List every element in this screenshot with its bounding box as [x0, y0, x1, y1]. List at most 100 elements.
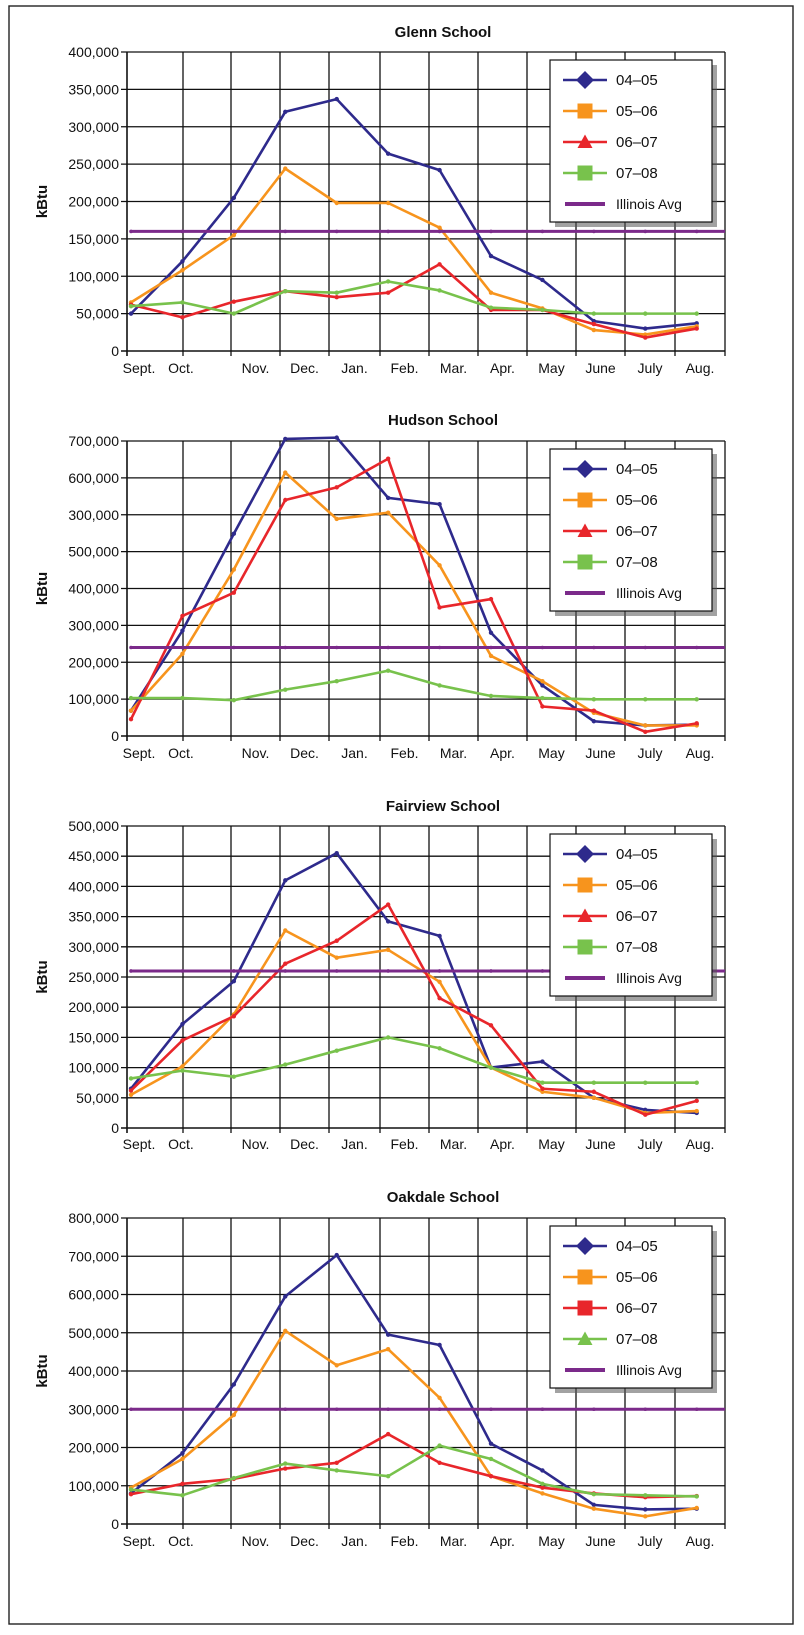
data-point	[231, 1074, 237, 1079]
legend-label: Illinois Avg	[616, 585, 682, 601]
data-point	[128, 695, 134, 701]
data-point	[488, 630, 494, 635]
series-3	[128, 456, 699, 734]
x-tick-label: May	[538, 745, 564, 761]
data-point	[180, 259, 185, 264]
data-point	[540, 969, 545, 973]
data-point	[488, 653, 494, 659]
data-point	[643, 335, 648, 340]
data-point	[180, 695, 185, 701]
data-point	[643, 1507, 648, 1512]
y-tick-label: 200,000	[68, 1440, 119, 1456]
legend-label: 05–06	[616, 1269, 658, 1286]
data-point	[128, 303, 134, 309]
x-tick-label: Nov.	[242, 360, 270, 376]
series-3	[128, 262, 699, 340]
data-point	[334, 1407, 339, 1412]
data-point	[283, 436, 288, 442]
data-point	[283, 109, 288, 115]
x-tick-label: May	[538, 1533, 564, 1549]
legend-marker	[576, 71, 594, 89]
data-point	[437, 683, 442, 688]
data-point	[643, 697, 648, 702]
x-tick-label: May	[538, 1136, 564, 1152]
data-point	[128, 708, 134, 713]
data-point	[385, 919, 391, 924]
data-point	[694, 311, 699, 316]
x-tick-label: July	[638, 1533, 663, 1549]
data-point	[591, 1502, 597, 1508]
data-point	[334, 645, 339, 650]
data-point	[180, 969, 185, 973]
y-tick-label: 100,000	[68, 691, 119, 707]
x-tick-label: Apr.	[490, 1533, 515, 1549]
data-point	[180, 1021, 185, 1027]
data-point	[334, 294, 339, 300]
x-tick-label: June	[585, 1533, 616, 1549]
x-tick-label: Sept.	[123, 745, 156, 761]
y-tick-label: 200,000	[68, 194, 119, 210]
data-point	[231, 1412, 237, 1418]
data-point	[283, 928, 288, 933]
data-point	[437, 645, 442, 650]
y-axis-label: kBtu	[34, 1354, 51, 1387]
data-point	[437, 1443, 442, 1448]
x-tick-label: Feb.	[390, 1533, 418, 1549]
data-point	[231, 232, 237, 238]
chart-title: Hudson School	[388, 412, 498, 429]
series-5	[129, 229, 725, 234]
y-tick-label: 200,000	[68, 654, 119, 670]
series-line	[130, 1036, 697, 1084]
data-point	[592, 229, 596, 234]
x-tick-label: Jan.	[341, 745, 367, 761]
data-point	[694, 326, 699, 331]
y-tick-label: 0	[111, 1516, 119, 1532]
data-point	[129, 229, 133, 234]
legend-label: 04–05	[616, 846, 658, 863]
x-tick-label: Dec.	[290, 1533, 319, 1549]
data-point	[437, 502, 442, 507]
y-tick-label: 100,000	[68, 268, 119, 284]
x-tick-label: June	[585, 1136, 616, 1152]
legend-marker	[577, 165, 593, 181]
x-tick-label: Jan.	[341, 1136, 367, 1152]
data-point	[128, 1491, 134, 1497]
x-tick-label: Mar.	[440, 1136, 467, 1152]
legend-marker	[577, 134, 593, 148]
data-point	[694, 697, 699, 702]
x-tick-label: Mar.	[440, 745, 467, 761]
data-point	[643, 1514, 648, 1519]
series-line	[130, 929, 697, 1115]
data-point	[128, 311, 134, 316]
data-point	[128, 716, 134, 722]
data-point	[385, 1035, 391, 1040]
data-point	[231, 567, 237, 572]
data-point	[591, 1080, 597, 1085]
data-point	[231, 311, 237, 316]
data-point	[489, 645, 493, 650]
x-tick-label: Apr.	[490, 745, 515, 761]
legend-label: Illinois Avg	[616, 1362, 682, 1378]
legend-label: 04–05	[616, 461, 658, 478]
data-point	[334, 485, 339, 490]
data-point	[540, 1491, 545, 1496]
data-point	[488, 596, 494, 602]
x-tick-label: Jan.	[341, 1533, 367, 1549]
data-point	[437, 605, 442, 610]
series-line	[130, 97, 697, 330]
data-point	[231, 1382, 237, 1387]
data-point	[128, 1076, 134, 1081]
series-4	[128, 668, 699, 703]
y-tick-label: 400,000	[68, 44, 119, 60]
data-point	[283, 229, 288, 234]
chart-1: Glenn School kBtu 0 50,000 100,000 150,000 200…	[34, 24, 726, 376]
x-tick-label: Apr.	[490, 360, 515, 376]
legend-label: 04–05	[616, 72, 658, 89]
data-point	[540, 1407, 545, 1412]
data-point	[591, 719, 597, 724]
data-point	[643, 1112, 648, 1117]
y-tick-label: 300,000	[68, 617, 119, 633]
data-point	[540, 277, 545, 283]
data-point	[385, 947, 391, 953]
